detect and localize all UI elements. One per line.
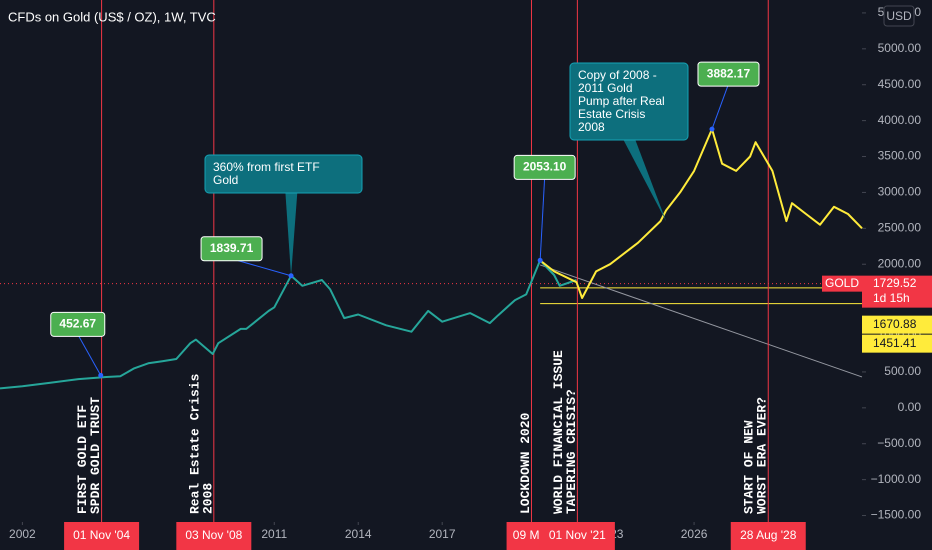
event-date-label: 01 Nov '04 (73, 528, 130, 542)
callout-point (709, 126, 715, 132)
level-tag (862, 315, 932, 334)
callout-label: 452.67 (59, 317, 96, 331)
note-text: Copy of 2008 - (578, 68, 657, 82)
trend-line (539, 264, 863, 378)
level-label: 1670.88 (873, 317, 917, 331)
callout-leader (711, 83, 729, 130)
note-box (569, 62, 689, 141)
event-text: WORST ERA EVER? (755, 397, 770, 514)
price-tag (862, 275, 932, 308)
note-text: Gold (213, 173, 238, 187)
callout-label: 2053.10 (523, 160, 567, 174)
event-text: LOCKDOWN 2020 (518, 412, 533, 514)
event-text: SPDR GOLD TRUST (88, 397, 103, 514)
y-tick-label: 500.00 (884, 364, 921, 378)
y-tick-label: 3000.00 (878, 185, 922, 199)
symbol-tag (822, 275, 862, 292)
currency-label: USD (886, 9, 912, 23)
x-tick-label: 2014 (345, 527, 372, 541)
callout-label: 3882.17 (707, 66, 751, 80)
y-tick-label: −500.00 (877, 436, 921, 450)
event-date-bg (539, 522, 615, 550)
price-series (539, 128, 863, 299)
y-tick-label: 0.00 (898, 400, 922, 414)
y-tick-label: −1000.00 (871, 472, 922, 486)
level-label: 1451.41 (873, 336, 917, 350)
event-date-bg (176, 522, 252, 550)
note-text: 2008 (578, 120, 605, 134)
event-text: START OF NEW (742, 420, 757, 514)
callout-box (200, 236, 263, 262)
y-tick-label: 5000.00 (878, 41, 922, 55)
event-date: 01 Nov '21 (539, 522, 615, 550)
x-tick-label: 2002 (9, 527, 36, 541)
y-tick-label: 2000.00 (878, 256, 922, 270)
event-date-label: 01 Nov '21 (549, 528, 606, 542)
callout-point (288, 273, 294, 279)
event-text: WORLD FINANCIAL ISSUE (551, 350, 566, 514)
price-label: 1729.52 (873, 276, 917, 290)
chart-title: CFDs on Gold (US$ / OZ), 1W, TVC (8, 9, 216, 24)
x-tick-label: 2026 (681, 527, 708, 541)
callout-box (697, 61, 760, 87)
y-tick-label: 4000.00 (878, 113, 922, 127)
event-text: FIRST GOLD ETF (75, 405, 90, 514)
event-text: TAPERING CRISIS? (564, 389, 579, 514)
event-date-bg (730, 522, 806, 550)
y-tick-label: 2500.00 (878, 221, 922, 235)
callout-box (513, 154, 576, 180)
event-date-label: 28 Aug '28 (740, 528, 797, 542)
event-text: 2008 (200, 483, 215, 514)
note-pointer (623, 139, 667, 222)
callout-leader (77, 334, 102, 376)
callout-leader (231, 258, 292, 277)
note-text: Estate Crisis (578, 107, 645, 121)
event-date-label: 03 Nov '08 (185, 528, 242, 542)
note-text: 360% from first ETF (213, 160, 320, 174)
level-tag (862, 334, 932, 353)
callout-leader (539, 177, 546, 261)
event-date: 03 Nov '08 (176, 522, 252, 550)
callout-box (50, 311, 106, 337)
countdown-label: 1d 15h (873, 291, 910, 305)
currency-button (883, 5, 915, 27)
x-tick-label: 2011 (261, 527, 287, 541)
event-text: Real Estate Crisis (187, 373, 202, 514)
event-date: 01 Nov '04 (64, 522, 140, 550)
symbol-label: GOLD (825, 276, 859, 290)
callout-label: 1839.71 (210, 241, 254, 255)
y-tick-label: 4500.00 (878, 77, 922, 91)
note-text: Pump after Real (578, 94, 665, 108)
note-text: 2011 Gold (578, 81, 633, 95)
note-pointer (285, 192, 298, 276)
callout-point (98, 372, 104, 378)
price-axis (862, 0, 932, 550)
x-tick-label: 2017 (429, 527, 456, 541)
y-tick-label: −1500.00 (871, 508, 922, 522)
event-date-bg (64, 522, 140, 550)
note-box (204, 154, 363, 194)
event-date: 28 Aug '28 (730, 522, 806, 550)
callout-point (537, 257, 543, 263)
y-tick-label: 3500.00 (878, 149, 922, 163)
